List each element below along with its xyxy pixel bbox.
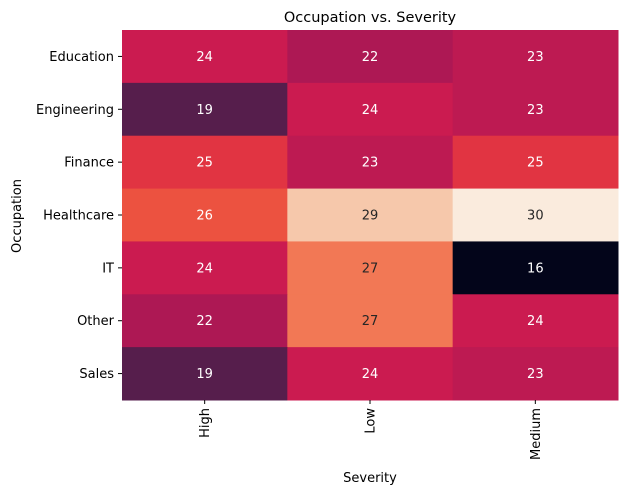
cell-value-label: 16 [527,261,544,276]
heatmap-cell [122,294,288,348]
heatmap-cell [287,82,454,137]
y-tick-label: Engineering [36,103,114,118]
cell-value-label: 24 [362,103,379,118]
heatmap-cell [122,241,288,295]
y-tick-label: Education [49,50,114,65]
heatmap-cell [452,294,619,348]
heatmap-cell [452,82,619,137]
x-tick-label: High [198,408,213,438]
cell-value-label: 27 [362,314,379,329]
y-tick-label: Finance [64,156,114,171]
y-axis-ticks: Education Engineering Finance Healthcare IT O… [36,50,122,382]
heatmap-cell [287,188,454,242]
heatmap-cell [452,241,619,295]
x-axis-label: Severity [343,471,397,486]
heatmap-cell [287,347,454,401]
cell-value-label: 23 [362,156,379,171]
cell-value-label: 24 [196,50,213,65]
cell-value-label: 25 [527,156,544,171]
cell-annotations: 24 22 23 19 24 23 25 23 25 26 29 30 24 27 16 22 27 24 19 24… [196,50,543,382]
heatmap-cell [287,135,454,190]
cell-value-label: 25 [196,156,213,171]
cell-value-label: 29 [362,209,379,224]
heatmap-cell [122,347,288,401]
cell-value-label: 26 [196,209,213,224]
cell-value-label: 24 [196,261,213,276]
y-tick-label: Other [77,314,115,329]
x-tick-label: Low [364,408,379,434]
heatmap-cell [452,135,619,190]
y-tick-label: IT [102,261,114,276]
heatmap-cell [287,241,454,295]
y-axis-label: Occupation [10,179,25,253]
heatmap-cells [122,30,619,401]
cell-value-label: 23 [527,103,544,118]
y-tick-label: Healthcare [43,209,114,224]
cell-value-label: 24 [362,367,379,382]
heatmap-cell [122,82,288,137]
heatmap-cell [287,294,454,348]
cell-value-label: 22 [362,50,379,65]
heatmap-cell [122,188,288,242]
cell-value-label: 27 [362,261,379,276]
cell-value-label: 19 [196,367,213,382]
heatmap-cell [452,30,619,84]
cell-value-label: 24 [527,314,544,329]
cell-value-label: 30 [527,209,544,224]
heatmap-cell [287,30,454,84]
x-axis-ticks: High Low Medium [198,400,544,460]
heatmap-cell [122,30,288,84]
heatmap-cell [452,188,619,242]
cell-value-label: 22 [196,314,213,329]
cell-value-label: 23 [527,50,544,65]
chart-title: Occupation vs. Severity [284,10,457,26]
cell-value-label: 19 [196,103,213,118]
y-tick-label: Sales [79,367,114,382]
heatmap-cell [452,347,619,401]
heatmap-cell [122,135,288,190]
cell-value-label: 23 [527,367,544,382]
x-tick-label: Medium [529,408,544,460]
